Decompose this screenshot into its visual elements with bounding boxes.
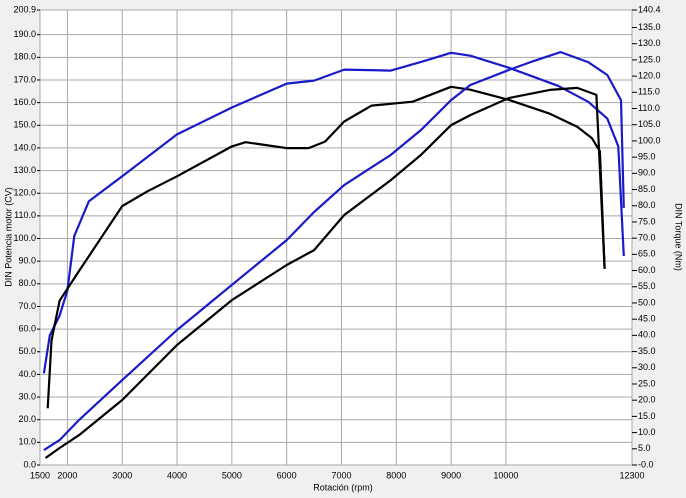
y2-tick-label: 10.0 bbox=[638, 427, 656, 437]
x-tick-label: 8000 bbox=[386, 470, 406, 480]
data-line bbox=[44, 86, 606, 459]
x-axis-label: Rotación (rpm) bbox=[313, 482, 373, 492]
y2-tick-label: 30.0 bbox=[638, 362, 656, 372]
y2-tick-label: 110.0 bbox=[638, 103, 660, 113]
y-tick-label: 30.0 bbox=[18, 391, 36, 401]
x-tick-label: 4000 bbox=[167, 470, 187, 480]
y2-tick-label: 90.0 bbox=[638, 168, 656, 178]
y2-tick-label: 55.0 bbox=[638, 281, 656, 291]
y2-tick-label: 140.4 bbox=[638, 4, 661, 14]
y2-tick-label: 40.0 bbox=[638, 330, 656, 340]
x-tick-label: 5000 bbox=[222, 470, 242, 480]
x-tick-label: 9000 bbox=[441, 470, 461, 480]
y2-tick-label: 80.0 bbox=[638, 200, 656, 210]
y2-tick-label: 65.0 bbox=[638, 249, 656, 259]
x-tick-label: 10000 bbox=[493, 470, 518, 480]
y-tick-label: 170.0 bbox=[13, 74, 36, 84]
y2-tick-label: 5.0 bbox=[638, 443, 651, 453]
y-tick-label: 200.9 bbox=[13, 4, 36, 14]
y2-tick-label: 60.0 bbox=[638, 265, 656, 275]
y-tick-label: 190.0 bbox=[13, 29, 36, 39]
y2-tick-label: 35.0 bbox=[638, 346, 656, 356]
y-tick-label: 160.0 bbox=[13, 97, 36, 107]
y-tick-label: 120.0 bbox=[13, 188, 36, 198]
y-tick-label: 110.0 bbox=[14, 210, 36, 220]
y2-tick-label: 120.0 bbox=[638, 70, 661, 80]
y2-tick-label: 85.0 bbox=[638, 184, 656, 194]
y-tick-label: 180.0 bbox=[13, 52, 36, 62]
y-tick-label: 20.0 bbox=[18, 414, 36, 424]
plot-area bbox=[39, 9, 633, 466]
y2-tick-label: 15.0 bbox=[638, 411, 656, 421]
y-tick-label: 70.0 bbox=[18, 301, 36, 311]
y-tick-label: 150.0 bbox=[13, 120, 36, 130]
y2-tick-label: 25.0 bbox=[638, 378, 656, 388]
y2-tick-label: 135.0 bbox=[638, 22, 661, 32]
x-tick-label: 1500 bbox=[30, 470, 50, 480]
y2-tick-label: 105.0 bbox=[638, 119, 661, 129]
x-tick-label: 7000 bbox=[331, 470, 351, 480]
y2-tick-label: 100.0 bbox=[638, 135, 661, 145]
y-tick-label: 100.0 bbox=[13, 233, 36, 243]
data-line bbox=[46, 85, 606, 409]
data-line bbox=[42, 51, 625, 374]
y-tick-label: 0.0 bbox=[23, 459, 36, 469]
y-tick-label: 40.0 bbox=[18, 369, 36, 379]
y2-tick-label: 125.0 bbox=[638, 54, 661, 64]
y-tick-label: 10.0 bbox=[18, 437, 36, 447]
x-tick-label: 12300 bbox=[619, 470, 644, 480]
y-tick-label: 60.0 bbox=[18, 323, 36, 333]
y-tick-label: 140.0 bbox=[13, 142, 36, 152]
y2-tick-label: 20.0 bbox=[638, 395, 656, 405]
y-tick-label: 90.0 bbox=[18, 256, 36, 266]
y2-tick-label: -0.0 bbox=[638, 459, 654, 469]
y2-axis-label: DIN Torque (Nm) bbox=[674, 203, 684, 271]
y-tick-label: 50.0 bbox=[18, 346, 36, 356]
y-tick-label: 80.0 bbox=[18, 278, 36, 288]
y2-tick-label: 130.0 bbox=[638, 38, 661, 48]
x-tick-label: 2000 bbox=[57, 470, 77, 480]
x-tick-label: 6000 bbox=[277, 470, 297, 480]
y-tick-label: 130.0 bbox=[13, 165, 36, 175]
y2-tick-label: 45.0 bbox=[638, 314, 656, 324]
data-line bbox=[43, 51, 625, 452]
y2-tick-label: 115.0 bbox=[638, 87, 660, 97]
x-tick-label: 3000 bbox=[112, 470, 132, 480]
y-axis-label: DIN Potencia motor (CV) bbox=[3, 187, 13, 287]
y2-tick-label: 95.0 bbox=[638, 152, 656, 162]
y2-tick-label: 75.0 bbox=[638, 216, 656, 226]
y2-tick-label: 70.0 bbox=[638, 233, 656, 243]
y2-tick-label: 50.0 bbox=[638, 297, 656, 307]
